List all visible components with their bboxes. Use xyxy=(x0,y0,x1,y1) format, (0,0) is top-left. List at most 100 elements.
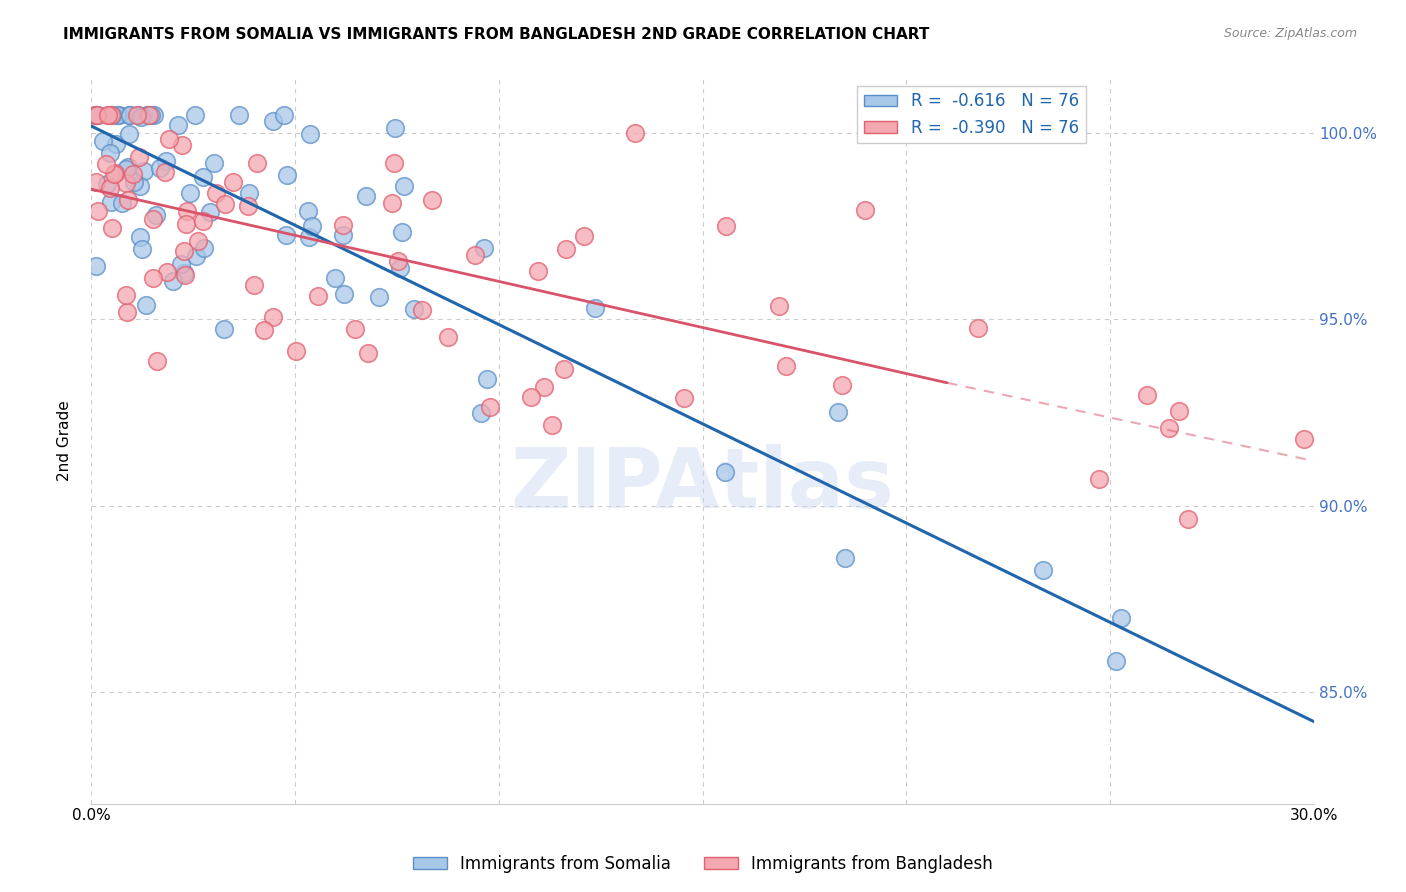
Point xyxy=(173,268,195,282)
Point xyxy=(1032,563,1054,577)
Point xyxy=(262,114,284,128)
Point xyxy=(111,195,134,210)
Point xyxy=(129,230,152,244)
Point xyxy=(221,175,243,189)
Point xyxy=(128,150,150,164)
Point xyxy=(1157,421,1180,435)
Point xyxy=(167,118,190,132)
Point xyxy=(238,186,260,200)
Point xyxy=(98,181,121,195)
Point xyxy=(172,138,194,153)
Point xyxy=(162,274,184,288)
Text: ZIPAtlas: ZIPAtlas xyxy=(510,443,894,524)
Point xyxy=(332,218,354,232)
Point xyxy=(184,249,207,263)
Point xyxy=(173,266,195,280)
Point xyxy=(142,211,165,226)
Point xyxy=(121,167,143,181)
Point xyxy=(86,259,108,273)
Point xyxy=(149,161,172,175)
Point xyxy=(105,137,128,152)
Point xyxy=(420,193,443,207)
Point xyxy=(118,108,141,122)
Point xyxy=(411,303,433,318)
Point xyxy=(96,177,118,191)
Point xyxy=(855,202,877,217)
Point xyxy=(174,217,197,231)
Point xyxy=(477,372,499,386)
Point xyxy=(100,221,122,235)
Point xyxy=(768,299,790,313)
Text: Source: ZipAtlas.com: Source: ZipAtlas.com xyxy=(1223,27,1357,40)
Point xyxy=(101,108,124,122)
Point xyxy=(714,219,737,233)
Point xyxy=(624,126,647,140)
Point xyxy=(84,175,107,189)
Point xyxy=(117,193,139,207)
Point xyxy=(387,254,409,268)
Point xyxy=(553,362,575,376)
Y-axis label: 2nd Grade: 2nd Grade xyxy=(58,401,72,481)
Point xyxy=(301,219,323,233)
Point xyxy=(325,271,347,285)
Point xyxy=(967,321,990,335)
Point xyxy=(136,108,159,122)
Point xyxy=(132,164,155,178)
Point xyxy=(136,108,159,122)
Point xyxy=(831,378,853,392)
Point xyxy=(157,132,180,146)
Point xyxy=(332,227,354,242)
Point xyxy=(191,170,214,185)
Point xyxy=(714,466,737,480)
Point xyxy=(276,168,298,182)
Point xyxy=(117,305,139,319)
Point xyxy=(381,196,404,211)
Point xyxy=(118,108,141,122)
Point xyxy=(236,199,259,213)
Point xyxy=(127,108,149,122)
Point xyxy=(179,186,201,201)
Point xyxy=(98,146,121,161)
Point xyxy=(228,108,250,122)
Point xyxy=(129,111,152,125)
Point xyxy=(97,108,120,122)
Point xyxy=(344,322,367,336)
Point xyxy=(297,204,319,219)
Point xyxy=(105,108,128,122)
Point xyxy=(173,244,195,259)
Point xyxy=(138,108,160,122)
Point xyxy=(212,322,235,336)
Point xyxy=(86,108,108,122)
Point xyxy=(354,189,377,203)
Point xyxy=(86,108,108,122)
Point xyxy=(91,134,114,148)
Point xyxy=(187,235,209,249)
Point xyxy=(145,208,167,222)
Point xyxy=(775,359,797,373)
Point xyxy=(1136,388,1159,402)
Point xyxy=(384,120,406,135)
Point xyxy=(472,241,495,255)
Legend: Immigrants from Somalia, Immigrants from Bangladesh: Immigrants from Somalia, Immigrants from… xyxy=(406,848,1000,880)
Point xyxy=(332,286,354,301)
Point xyxy=(170,257,193,271)
Point xyxy=(392,179,415,194)
Point xyxy=(583,301,606,316)
Point xyxy=(299,128,322,142)
Legend: R =  -0.616   N = 76, R =  -0.390   N = 76: R = -0.616 N = 76, R = -0.390 N = 76 xyxy=(858,86,1085,144)
Point xyxy=(1088,472,1111,486)
Point xyxy=(1177,511,1199,525)
Point xyxy=(156,265,179,279)
Point xyxy=(135,298,157,312)
Point xyxy=(143,108,166,122)
Point xyxy=(100,194,122,209)
Point xyxy=(141,108,163,122)
Point xyxy=(243,277,266,292)
Point xyxy=(124,175,146,189)
Point xyxy=(526,264,548,278)
Point xyxy=(1294,433,1316,447)
Point xyxy=(104,166,127,180)
Point xyxy=(214,197,236,211)
Point xyxy=(382,156,405,170)
Point xyxy=(273,108,295,122)
